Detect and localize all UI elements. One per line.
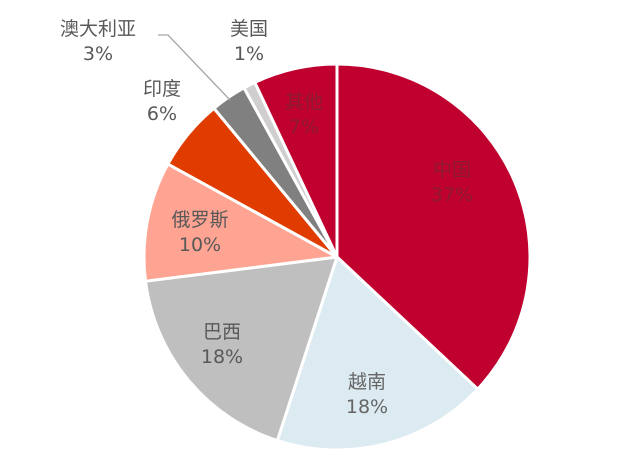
slice-name: 越南 [347, 371, 387, 393]
slice-name: 巴西 [202, 321, 242, 343]
slice-value: 7% [288, 116, 320, 138]
slice-name: 其他 [284, 91, 324, 113]
pie-slice-3 [142, 162, 339, 283]
slice-label: 越南 18% [346, 370, 388, 420]
slice-label: 中国 37% [431, 158, 473, 208]
slice-name: 中国 [432, 159, 472, 181]
slice-label: 其他 7% [285, 90, 323, 140]
slice-value: 3% [82, 43, 114, 65]
slice-value: 37% [430, 184, 474, 206]
slice-name: 印度 [142, 78, 182, 100]
slice-label: 印度 6% [143, 77, 181, 127]
slice-name: 俄罗斯 [171, 209, 229, 231]
slice-value: 1% [233, 43, 265, 65]
slice-label: 澳大利亚 3% [60, 17, 136, 67]
slice-value: 18% [200, 346, 244, 368]
slice-value: 6% [146, 103, 178, 125]
pie-slice-0 [335, 62, 532, 391]
slice-name: 美国 [229, 18, 269, 40]
pie-slice-1 [275, 255, 480, 452]
pie-slice-7 [253, 62, 339, 259]
slice-label: 俄罗斯 10% [171, 208, 228, 258]
slice-name: 澳大利亚 [59, 18, 137, 40]
slice-value: 10% [178, 234, 222, 256]
slice-value: 18% [345, 396, 389, 418]
slice-label: 巴西 18% [201, 320, 243, 370]
slice-label: 美国 1% [230, 17, 268, 67]
pie-slice-2 [144, 255, 339, 443]
leader-line [158, 34, 231, 101]
